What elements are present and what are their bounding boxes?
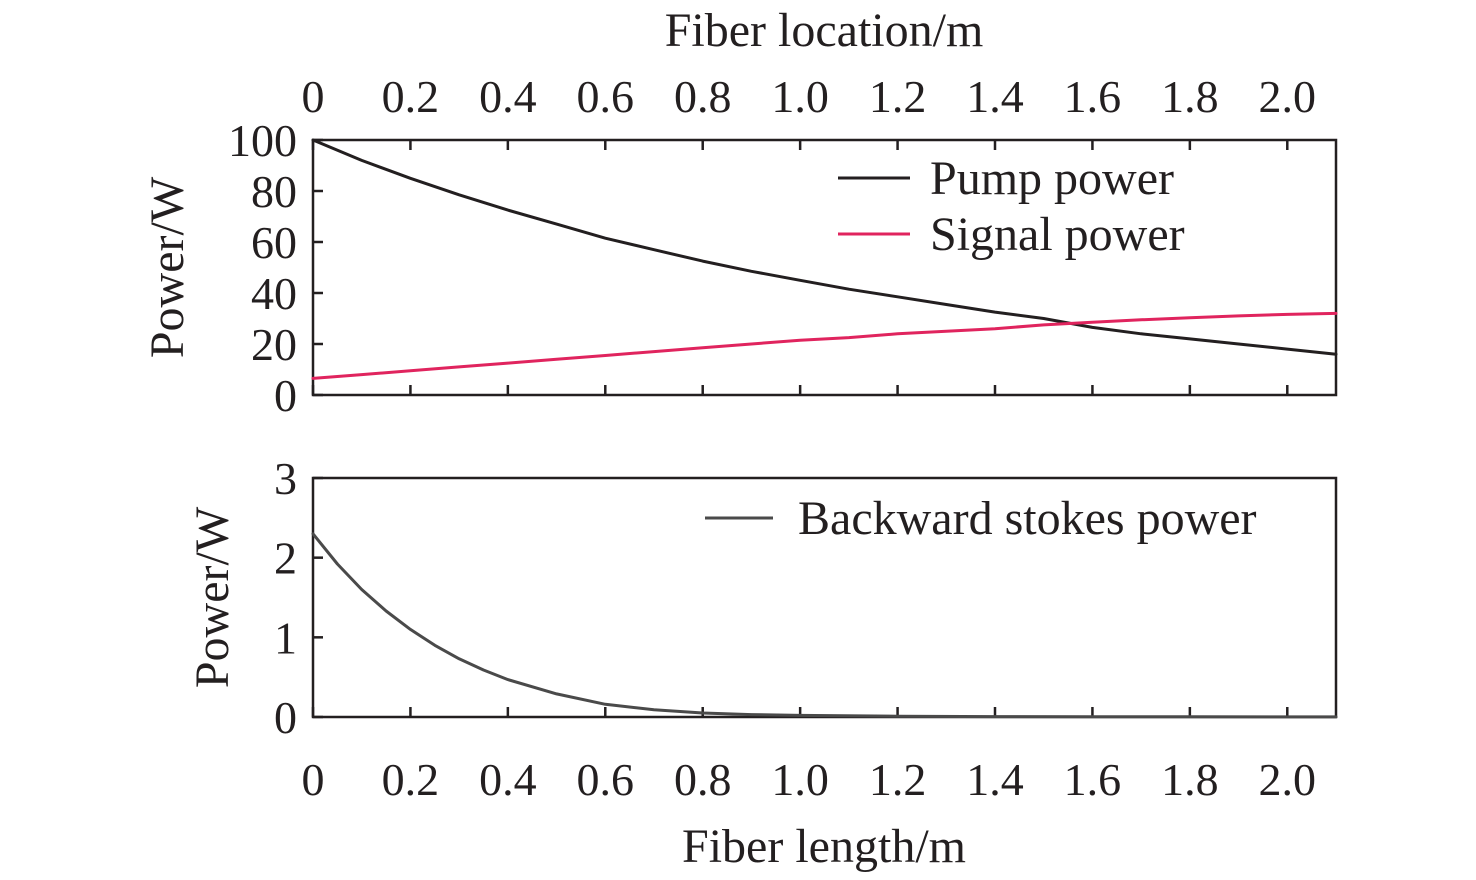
legend-label: Pump power [930, 152, 1174, 205]
y-tick-label: 60 [251, 217, 297, 268]
x-tick-label: 1.8 [1161, 754, 1219, 805]
top-x-tick-label: 0.8 [674, 71, 732, 122]
top-x-tick-label: 1.8 [1161, 71, 1219, 122]
x-tick-label: 0.2 [382, 754, 440, 805]
y-tick-label: 40 [251, 268, 297, 319]
y-tick-label: 1 [274, 612, 297, 663]
y-tick-label: 0 [274, 692, 297, 743]
x-tick-label: 1.2 [869, 754, 927, 805]
y-tick-label: 80 [251, 166, 297, 217]
y-tick-label: 100 [228, 115, 297, 166]
y-tick-label: 20 [251, 319, 297, 370]
top-y-axis-title: Power/W [141, 176, 194, 358]
top-x-tick-label: 1.2 [869, 71, 927, 122]
y-tick-label: 0 [274, 370, 297, 421]
top-x-tick-label: 2.0 [1259, 71, 1317, 122]
x-axis-title: Fiber length/m [682, 820, 966, 873]
series-line-pump-power [311, 138, 1338, 356]
bottom-y-axis-title: Power/W [186, 506, 239, 688]
x-tick-label: 0.6 [577, 754, 635, 805]
top-plot-frame [311, 138, 1338, 397]
legend-label: Backward stokes power [798, 492, 1257, 545]
x-tick-label: 0 [302, 754, 325, 805]
series-line-signal-power [311, 311, 1338, 380]
x-tick-label: 2.0 [1259, 754, 1317, 805]
top-x-tick-label: 1.6 [1064, 71, 1122, 122]
top-x-tick-label: 1.4 [966, 71, 1024, 122]
top-x-axis-title: Fiber location/m [665, 4, 984, 57]
x-tick-label: 1.0 [771, 754, 829, 805]
x-tick-label: 1.4 [966, 754, 1024, 805]
y-tick-label: 2 [274, 533, 297, 584]
series-line-backward-stokes-power [311, 532, 1338, 719]
x-tick-label: 1.6 [1064, 754, 1122, 805]
x-tick-label: 0.8 [674, 754, 732, 805]
x-tick-label: 0.4 [479, 754, 537, 805]
top-x-tick-label: 0 [302, 71, 325, 122]
top-x-tick-label: 0.6 [577, 71, 635, 122]
top-x-tick-label: 0.2 [382, 71, 440, 122]
top-x-tick-label: 1.0 [771, 71, 829, 122]
legend-label: Signal power [930, 208, 1185, 261]
top-x-tick-label: 0.4 [479, 71, 537, 122]
y-tick-label: 3 [274, 453, 297, 504]
